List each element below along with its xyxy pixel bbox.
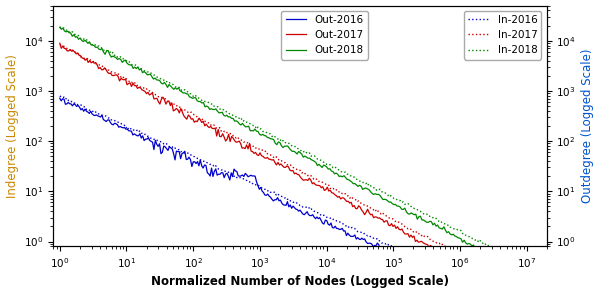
Out-2016: [56, 96, 64, 100]
Out-2017: [503, 288, 510, 292]
In-2016: [410, 254, 418, 258]
Y-axis label: Indegree (Logged Scale): Indegree (Logged Scale): [5, 54, 19, 198]
X-axis label: Normalized Number of Nodes (Logged Scale): Normalized Number of Nodes (Logged Scale…: [151, 275, 449, 288]
Out-2017: [56, 41, 64, 45]
In-2016: [476, 285, 484, 288]
In-2018: [56, 25, 64, 29]
Out-2017: [329, 191, 337, 195]
Out-2018: [342, 176, 349, 179]
In-2017: [433, 241, 440, 245]
Out-2016: [306, 214, 313, 217]
Line: In-2018: In-2018: [60, 27, 527, 266]
Out-2017: [320, 189, 328, 192]
Out-2016: [58, 99, 65, 103]
In-2017: [58, 44, 65, 47]
In-2016: [437, 268, 444, 271]
In-2017: [320, 182, 328, 185]
In-2018: [342, 170, 349, 174]
In-2017: [503, 279, 510, 282]
In-2016: [306, 208, 313, 211]
Out-2016: [476, 293, 484, 294]
Out-2018: [56, 26, 64, 29]
In-2018: [523, 264, 530, 268]
In-2016: [305, 205, 312, 208]
Out-2016: [437, 274, 444, 278]
Out-2018: [523, 274, 530, 277]
In-2016: [56, 94, 64, 98]
In-2016: [58, 95, 65, 98]
In-2017: [461, 255, 469, 259]
In-2017: [322, 183, 329, 186]
Out-2017: [461, 269, 469, 273]
In-2017: [329, 187, 337, 190]
Out-2016: [410, 260, 418, 263]
Out-2016: [305, 213, 312, 216]
In-2018: [449, 227, 457, 230]
In-2018: [479, 241, 487, 245]
Y-axis label: Outdegree (Logged Scale): Outdegree (Logged Scale): [581, 49, 595, 203]
Line: Out-2016: Out-2016: [60, 98, 480, 294]
Out-2018: [334, 173, 341, 176]
Out-2017: [433, 248, 440, 251]
Out-2017: [322, 188, 329, 191]
Line: In-2017: In-2017: [60, 45, 506, 280]
Out-2018: [332, 171, 340, 175]
Out-2016: [313, 215, 320, 219]
Out-2018: [479, 250, 487, 254]
In-2016: [313, 211, 320, 214]
Line: Out-2017: Out-2017: [60, 43, 506, 294]
Line: In-2016: In-2016: [60, 96, 480, 287]
In-2018: [332, 166, 340, 170]
In-2017: [56, 43, 64, 47]
In-2018: [334, 168, 341, 171]
Out-2018: [449, 233, 457, 236]
Legend: In-2016, In-2017, In-2018: In-2016, In-2017, In-2018: [464, 11, 541, 59]
In-2018: [58, 26, 65, 30]
Line: Out-2018: Out-2018: [60, 27, 527, 275]
Out-2018: [58, 28, 65, 31]
Out-2017: [467, 293, 475, 294]
Out-2017: [58, 46, 65, 50]
